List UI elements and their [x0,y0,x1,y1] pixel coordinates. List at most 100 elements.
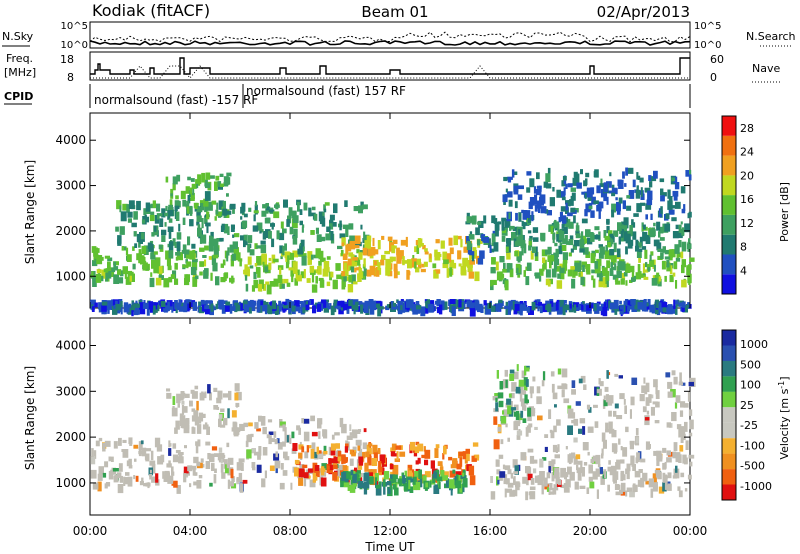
scatter-cell [294,300,300,309]
scatter-cell [209,453,215,462]
scatter-cell [621,272,626,280]
scatter-cell [262,204,267,209]
scatter-cell [541,303,548,313]
scatter-cell [218,447,223,453]
scatter-cell [653,450,658,456]
scatter-cell [524,405,527,411]
scatter-cell [352,281,358,285]
scatter-cell [642,472,648,482]
scatter-cell [645,302,649,307]
scatter-cell [186,206,190,214]
scatter-cell [363,481,370,489]
scatter-cell [594,421,599,428]
scatter-cell [401,472,404,477]
scatter-cell [257,283,263,292]
scatter-cell [688,381,694,387]
scatter-cell [502,464,506,470]
scatter-cell [472,247,477,253]
scatter-cell [316,234,322,242]
scatter-cell [545,269,551,278]
scatter-cell [485,305,491,315]
scatter-cell [201,304,206,312]
scatter-cell [614,403,619,409]
scatter-cell [168,218,173,223]
scatter-cell [280,304,284,307]
scatter-cell [368,301,374,307]
scatter-cell [647,190,653,200]
scatter-cell [202,255,207,258]
scatter-cell [546,487,549,492]
scatter-cell [133,211,138,220]
ytick-label: 3000 [55,384,86,398]
scatter-cell [134,303,140,308]
scatter-cell [232,422,237,429]
scatter-cell [585,229,591,237]
scatter-cell [421,454,427,459]
scatter-cell [648,175,652,181]
scatter-cell [632,483,636,493]
scatter-cell [651,227,656,233]
scatter-cell [607,399,613,406]
scatter-cell [437,476,443,482]
scatter-cell [586,187,593,198]
scatter-cell [306,445,310,453]
scatter-cell [476,304,481,313]
scatter-cell [449,247,454,255]
scatter-cell [636,203,642,213]
scatter-cell [657,248,663,252]
scatter-cell [362,204,368,210]
scatter-cell [256,222,263,231]
scatter-cell [433,485,440,494]
scatter-cell [214,453,220,457]
scatter-cell [687,474,692,480]
scatter-cell [556,474,560,485]
scatter-cell [571,278,576,289]
scatter-cell [518,234,524,242]
scatter-cell [167,265,172,271]
scatter-cell [643,299,647,306]
scatter-cell [193,481,198,486]
scatter-cell [276,230,280,240]
scatter-cell [515,212,518,221]
scatter-cell [561,245,567,251]
scatter-cell [522,404,526,411]
scatter-cell [608,410,612,417]
scatter-cell [278,232,285,241]
scatter-cell [578,272,581,277]
scatter-cell [183,302,188,313]
scatter-cell [614,277,619,282]
scatter-cell [199,261,204,267]
scatter-cell [350,469,354,476]
scatter-cell [128,459,131,465]
scatter-cell [279,283,285,289]
scatter-cell [175,256,179,261]
scatter-cell [262,231,267,240]
scatter-cell [112,468,119,472]
scatter-cell [522,418,527,423]
scatter-cell [631,222,636,228]
scatter-cell [660,206,663,214]
scatter-cell [312,451,318,459]
scatter-cell [504,280,509,291]
scatter-cell [330,231,334,241]
scatter-cell [450,486,453,496]
scatter-cell [285,261,290,269]
scatter-cell [318,277,324,281]
scatter-cell [216,238,223,242]
scatter-cell [194,202,198,209]
scatter-cell [529,178,535,188]
scatter-cell [385,305,390,311]
scatter-cell [609,428,615,434]
scatter-cell [666,422,671,428]
scatter-cell [608,395,614,404]
scatter-cell [253,279,259,289]
scatter-cell [532,468,537,474]
scatter-cell [503,262,506,272]
scatter-cell [468,465,475,476]
scatter-cell [610,262,614,268]
scatter-cell [538,207,541,213]
scatter-cell [652,304,658,312]
nsky-label: N.Sky [2,30,34,43]
nave-trace [90,65,690,79]
scatter-cell [672,451,676,459]
